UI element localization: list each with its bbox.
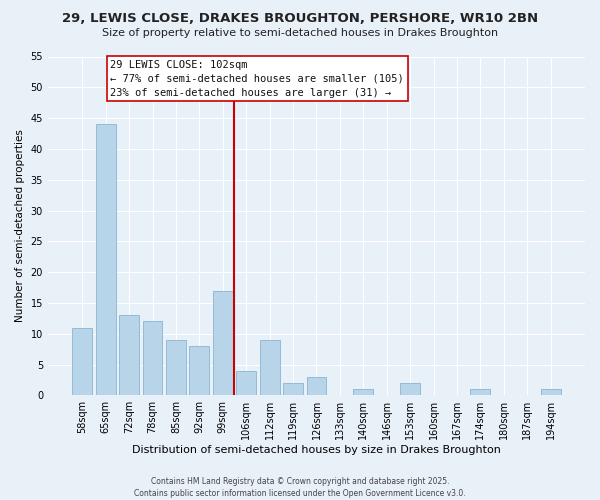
Bar (260, 340, 280, 396)
Bar (353, 389, 373, 396)
Text: 29 LEWIS CLOSE: 102sqm
← 77% of semi-detached houses are smaller (105)
23% of se: 29 LEWIS CLOSE: 102sqm ← 77% of semi-det… (110, 60, 404, 98)
Bar (213, 290, 233, 396)
Bar (307, 377, 326, 396)
Text: Contains HM Land Registry data © Crown copyright and database right 2025.
Contai: Contains HM Land Registry data © Crown c… (134, 476, 466, 498)
Bar (166, 340, 186, 396)
X-axis label: Distribution of semi-detached houses by size in Drakes Broughton: Distribution of semi-detached houses by … (132, 445, 501, 455)
Bar (236, 370, 256, 396)
Bar (119, 315, 139, 396)
Bar (143, 322, 163, 396)
Bar (541, 389, 560, 396)
Y-axis label: Number of semi-detached properties: Number of semi-detached properties (15, 130, 25, 322)
Bar (400, 383, 420, 396)
Bar (96, 124, 116, 396)
Bar (283, 383, 303, 396)
Bar (190, 346, 209, 396)
Text: Size of property relative to semi-detached houses in Drakes Broughton: Size of property relative to semi-detach… (102, 28, 498, 38)
Text: 29, LEWIS CLOSE, DRAKES BROUGHTON, PERSHORE, WR10 2BN: 29, LEWIS CLOSE, DRAKES BROUGHTON, PERSH… (62, 12, 538, 26)
Bar (470, 389, 490, 396)
Bar (73, 328, 92, 396)
